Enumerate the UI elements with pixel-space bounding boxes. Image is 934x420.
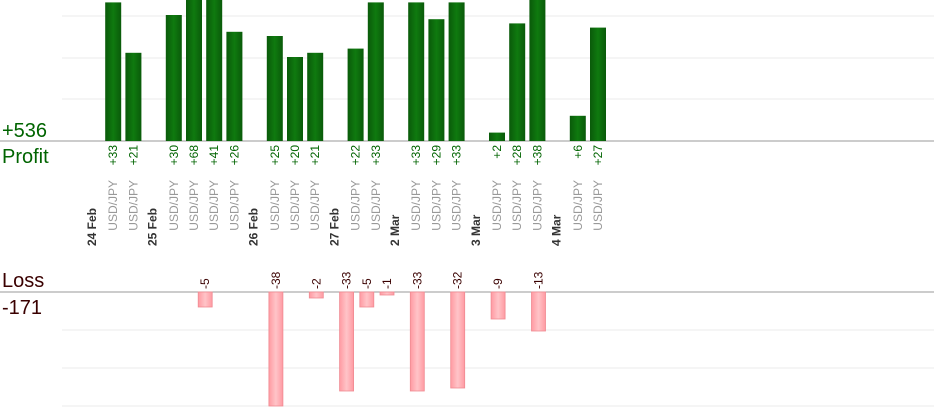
profit-total: +536 [2,120,47,142]
loss-bar [409,291,425,392]
profit-bar [266,36,283,141]
profit-bar [186,0,202,141]
profit-value-label: +6 [571,145,585,159]
category-label: USD/JPY [349,180,363,231]
loss-bar [197,291,213,308]
date-label: 26 Feb [247,208,261,246]
profit-bar [428,19,445,142]
profit-label: Profit [2,146,49,168]
profit-bar [569,115,586,141]
loss-bar [359,291,375,308]
profit-value-label: +33 [409,145,423,166]
profit-bar [408,2,425,142]
profit-bar [489,132,505,141]
loss-value-label: -9 [491,278,505,289]
loss-bar [531,291,546,332]
profit-value-label: +26 [227,145,241,166]
loss-bar [339,291,355,392]
profit-value-label: +28 [510,145,524,166]
profit-value-label: +41 [207,145,221,166]
profit-value-label: +21 [308,145,322,166]
date-label: 2 Mar [388,214,402,246]
category-label: USD/JPY [591,180,605,231]
profit-bar [226,31,243,141]
profit-value-label: +33 [450,145,464,166]
loss-bar [268,291,284,407]
profit-value-label: +2 [490,145,504,159]
loss-value-label: -33 [410,271,424,289]
loss-value-label: -33 [340,271,354,289]
profit-bar [529,0,546,142]
loss-bar [490,291,506,320]
loss-value-label: -32 [451,271,465,289]
category-label: USD/JPY [126,180,140,231]
category-label: USD/JPY [106,180,120,231]
profit-bar [287,57,303,141]
category-label: USD/JPY [308,180,322,231]
profit-value-label: +68 [187,145,201,166]
category-label: USD/JPY [429,180,443,231]
loss-value-label: -38 [269,271,283,289]
loss-value-label: -1 [380,278,394,289]
profit-value-label: +21 [126,145,140,166]
date-label: 24 Feb [85,208,99,246]
profit-value-label: +22 [349,145,363,166]
category-label: USD/JPY [187,180,201,231]
loss-label: Loss [2,270,44,292]
profit-bar [105,2,122,142]
profit-bar [509,23,526,141]
profit-value-label: +27 [591,145,605,166]
loss-value-label: -13 [532,271,546,289]
profit-value-label: +33 [369,145,383,166]
category-label: USD/JPY [490,180,504,231]
labels: 24 Feb +33 USD/JPY +21 USD/JPY 25 Feb +30 USD/J… [85,145,605,289]
category-label: USD/JPY [227,180,241,231]
date-label: 3 Mar [469,214,483,246]
profit-value-label: +25 [268,145,282,166]
profit-bar [165,15,182,141]
profit-value-label: +20 [288,145,302,166]
profit-value-label: +38 [530,145,544,166]
loss-bar [379,291,395,296]
profit-bar [448,2,465,142]
category-label: USD/JPY [409,180,423,231]
category-label: USD/JPY [207,180,221,231]
loss-value-label: -5 [198,278,212,289]
date-label: 27 Feb [328,208,342,246]
category-label: USD/JPY [510,180,524,231]
date-label: 4 Mar [550,214,564,246]
loss-total: -171 [2,297,42,319]
profit-bar [125,52,142,141]
profit-bar [590,27,606,142]
category-label: USD/JPY [288,180,302,231]
profit-bar [206,0,223,141]
category-label: USD/JPY [167,180,181,231]
category-label: USD/JPY [268,180,282,231]
bars [105,0,606,407]
profit-bar [367,2,384,142]
category-label: USD/JPY [450,180,464,231]
loss-bar [450,291,466,389]
loss-value-label: -5 [360,278,374,289]
category-label: USD/JPY [369,180,383,231]
date-label: 25 Feb [146,208,160,246]
profit-value-label: +29 [429,145,443,166]
category-label: USD/JPY [571,180,585,231]
profit-value-label: +30 [167,145,181,166]
loss-bar [308,291,324,299]
profit-bar [347,48,364,141]
profit-value-label: +33 [106,145,120,166]
category-label: USD/JPY [530,180,544,231]
profit-bar [307,52,324,141]
loss-value-label: -2 [309,278,323,289]
